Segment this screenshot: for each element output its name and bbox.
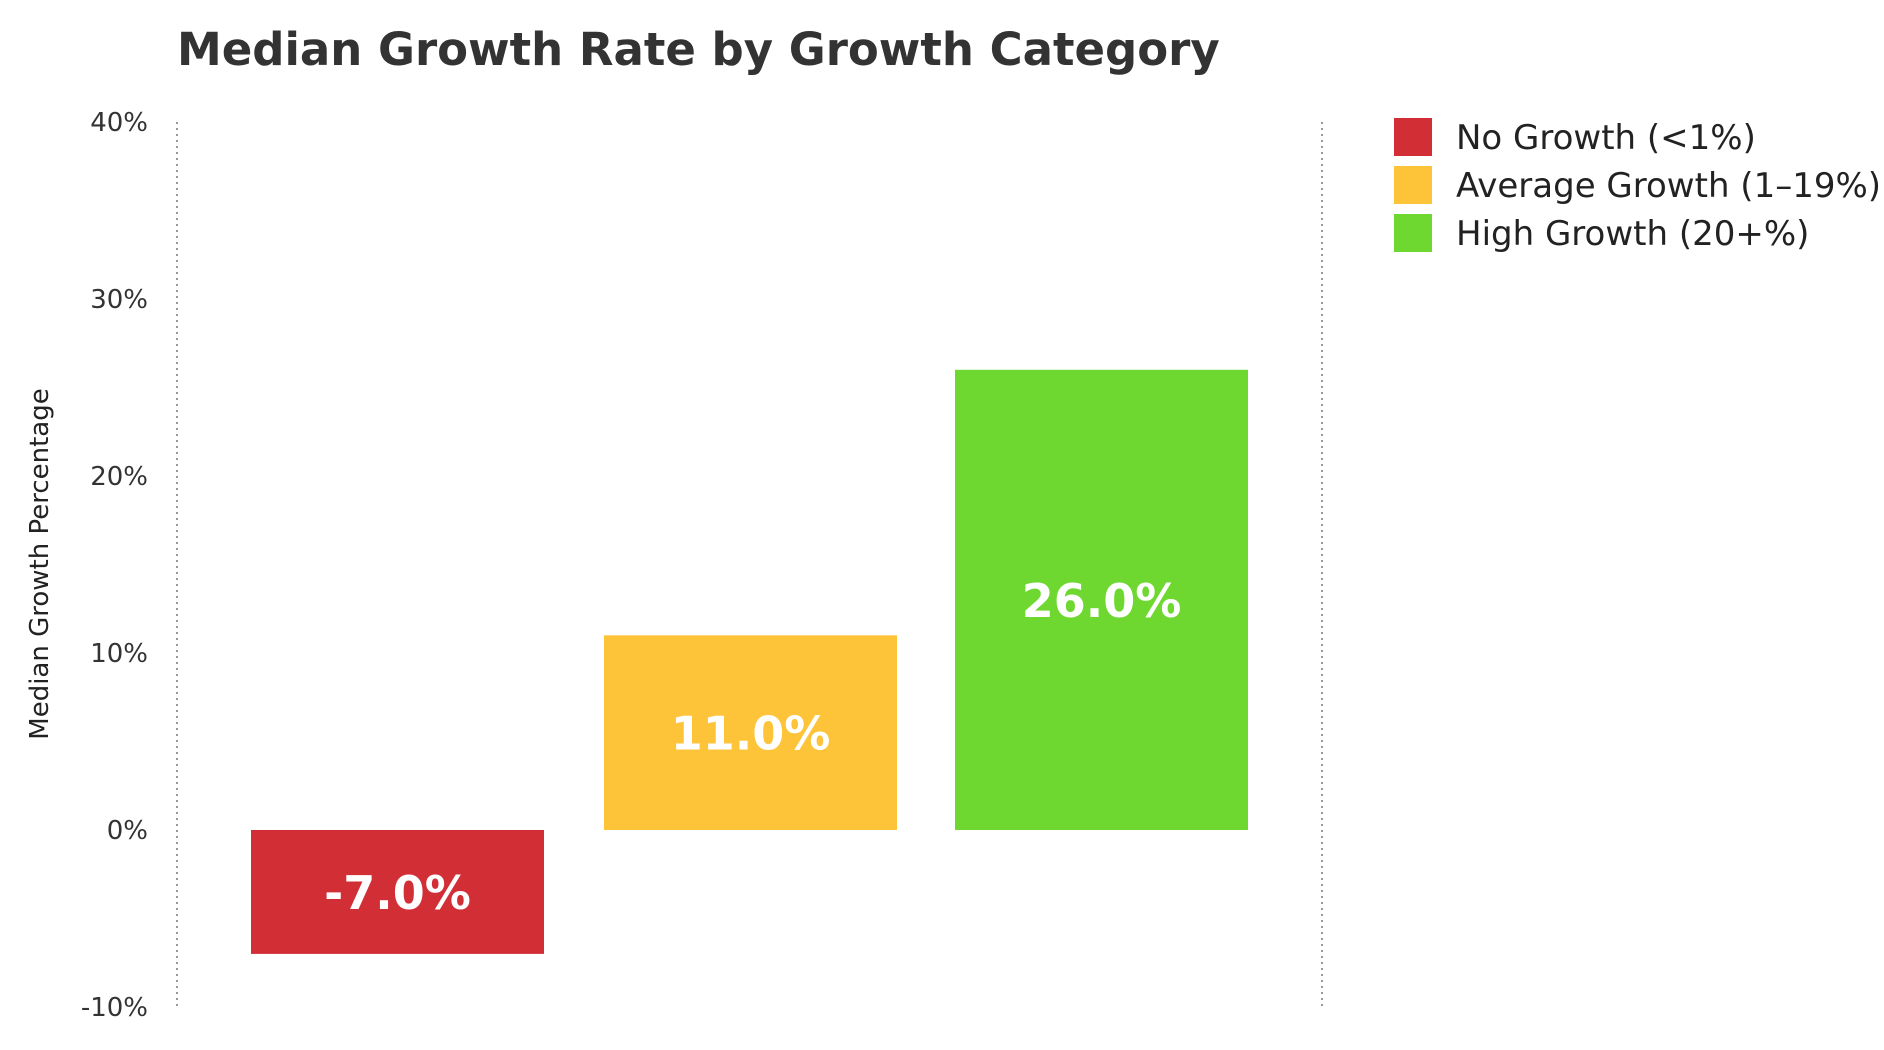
- y-axis-label: Median Growth Percentage: [25, 388, 55, 739]
- y-tick-label: 20%: [90, 462, 148, 492]
- legend-swatch: [1394, 166, 1432, 204]
- bar-data-label: -7.0%: [324, 866, 471, 920]
- legend-entry: High Growth (20+%): [1456, 214, 1809, 254]
- chart-title: Median Growth Rate by Growth Category: [177, 23, 1220, 76]
- legend: No Growth (<1%) Average Growth (1–19%) Hig…: [1394, 118, 1881, 254]
- y-tick-label: 0%: [107, 816, 148, 846]
- bars: -7.0% 11.0% 26.0%: [251, 369, 1248, 954]
- bar-data-label: 26.0%: [1022, 574, 1182, 628]
- y-tick-label: 40%: [90, 108, 148, 138]
- y-tick-label: -10%: [81, 993, 148, 1023]
- legend-swatch: [1394, 118, 1432, 156]
- axes: -10% 0% 10% 20% 30% 40%: [81, 108, 1323, 1023]
- bar: [251, 830, 544, 954]
- y-tick-label: 10%: [90, 639, 148, 669]
- legend-entry: No Growth (<1%): [1456, 118, 1756, 158]
- y-tick-label: 30%: [90, 285, 148, 315]
- legend-swatch: [1394, 214, 1432, 252]
- bar: [955, 369, 1248, 830]
- bar: [604, 635, 897, 830]
- bar-data-label: 11.0%: [671, 707, 831, 761]
- legend-entry: Average Growth (1–19%): [1456, 166, 1881, 206]
